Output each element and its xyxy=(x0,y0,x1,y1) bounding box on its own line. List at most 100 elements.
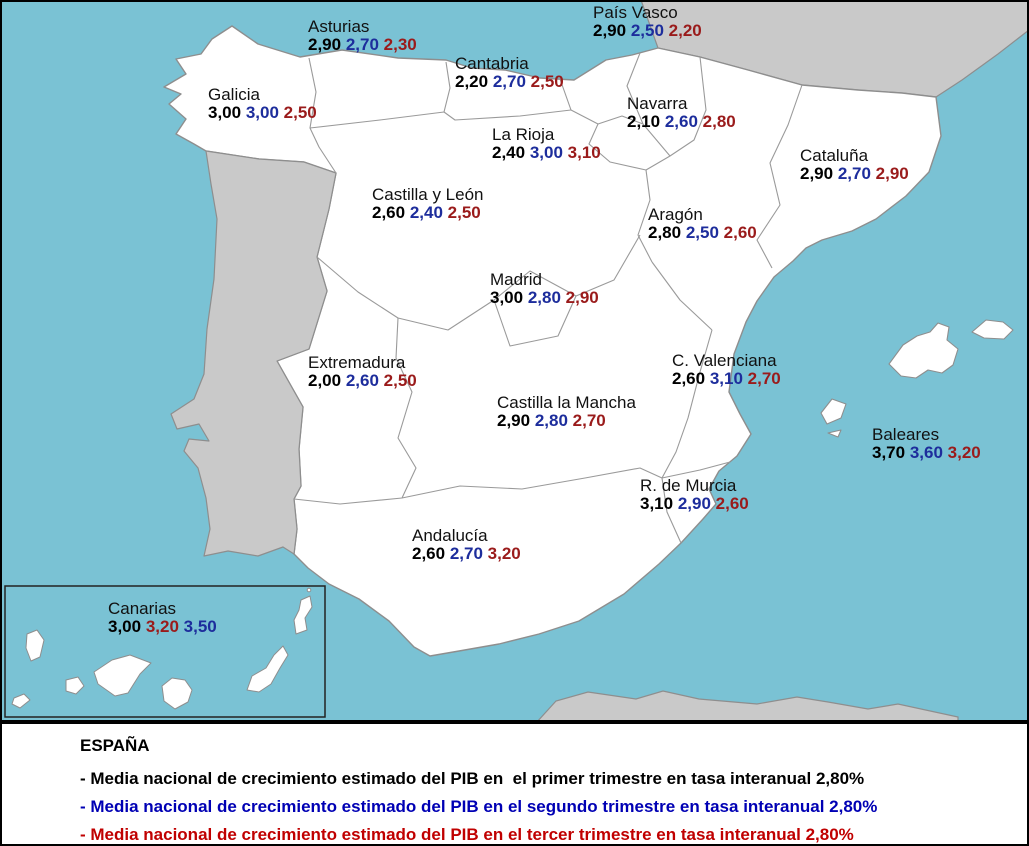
region-values: 2,20 2,70 2,50 xyxy=(455,73,564,91)
region-name: Andalucía xyxy=(412,526,488,545)
region-value-q2: 2,70 xyxy=(449,544,483,563)
region-value-q2: 2,50 xyxy=(685,223,719,242)
region-label-galicia: Galicia 3,00 3,00 2,50 xyxy=(208,86,317,122)
region-value-q2: 2,80 xyxy=(534,411,568,430)
region-label-aragon: Aragón 2,80 2,50 2,60 xyxy=(648,206,757,242)
region-values: 3,00 3,00 2,50 xyxy=(208,104,317,122)
region-value-q2: 3,10 xyxy=(709,369,743,388)
region-label-c-valenciana: C. Valenciana 2,60 3,10 2,70 xyxy=(672,352,781,388)
region-value-q2: 3,60 xyxy=(909,443,943,462)
region-value-q1: 2,60 xyxy=(672,369,706,388)
region-value-q3: 2,60 xyxy=(715,494,749,513)
region-values: 2,00 2,60 2,50 xyxy=(308,372,417,390)
africa-landmass xyxy=(535,690,959,723)
region-name: País Vasco xyxy=(593,3,678,22)
region-value-q1: 2,90 xyxy=(800,164,834,183)
region-value-q3: 2,50 xyxy=(383,371,417,390)
region-value-q3: 2,30 xyxy=(383,35,417,54)
region-name: Extremadura xyxy=(308,353,406,372)
region-label-la-rioja: La Rioja 2,40 3,00 3,10 xyxy=(492,126,601,162)
region-value-q2: 2,70 xyxy=(492,72,526,91)
region-value-q1: 2,90 xyxy=(308,35,342,54)
region-value-q2: 2,80 xyxy=(527,288,561,307)
region-name: La Rioja xyxy=(492,125,555,144)
region-value-q2: 2,60 xyxy=(664,112,698,131)
region-value-q1: 2,00 xyxy=(308,371,342,390)
region-name: Castilla y León xyxy=(372,185,484,204)
region-name: Baleares xyxy=(872,425,940,444)
region-value-q1: 3,10 xyxy=(640,494,674,513)
region-value-q1: 2,10 xyxy=(627,112,661,131)
region-value-q3: 3,20 xyxy=(145,617,179,636)
region-value-q2: 2,50 xyxy=(630,21,664,40)
region-label-baleares: Baleares 3,70 3,60 3,20 xyxy=(872,426,981,462)
region-values: 2,90 2,80 2,70 xyxy=(497,412,636,430)
region-name: Navarra xyxy=(627,94,688,113)
region-value-q3: 2,90 xyxy=(875,164,909,183)
region-label-canarias: Canarias 3,00 3,20 3,50 xyxy=(108,600,217,636)
legend-line-q3: - Media nacional de crecimiento estimado… xyxy=(80,825,854,844)
map-canvas xyxy=(4,0,1029,723)
region-values: 2,40 3,00 3,10 xyxy=(492,144,601,162)
region-value-q3: 2,50 xyxy=(283,103,317,122)
region-borders xyxy=(293,52,803,544)
mallorca-island xyxy=(888,322,959,379)
region-value-q3: 2,20 xyxy=(668,21,702,40)
region-values: 2,60 2,40 2,50 xyxy=(372,204,484,222)
region-label-castilla-y-leon: Castilla y León 2,60 2,40 2,50 xyxy=(372,186,484,222)
portugal-landmass xyxy=(170,150,337,557)
region-value-q1: 2,60 xyxy=(412,544,446,563)
balearic-islands xyxy=(820,319,1014,438)
region-values: 2,90 2,50 2,20 xyxy=(593,22,702,40)
region-value-q3: 2,70 xyxy=(747,369,781,388)
menorca-island xyxy=(971,319,1014,340)
region-value-q1: 3,70 xyxy=(872,443,906,462)
lanzarote-island xyxy=(293,595,313,635)
region-value-q2: 2,40 xyxy=(409,203,443,222)
region-label-pais-vasco: País Vasco 2,90 2,50 2,20 xyxy=(593,4,702,40)
region-value-q3: 3,20 xyxy=(487,544,521,563)
region-name: Canarias xyxy=(108,599,177,618)
region-value-q3: 2,60 xyxy=(723,223,757,242)
legend-heading: ESPAÑA xyxy=(80,736,150,755)
el-hierro-island xyxy=(11,693,31,709)
legend-lines: - Media nacional de crecimiento estimado… xyxy=(80,765,1029,846)
region-value-q1: 3,00 xyxy=(490,288,524,307)
la-palma-island xyxy=(25,629,45,662)
region-name: Asturias xyxy=(308,17,370,36)
region-label-extremadura: Extremadura 2,00 2,60 2,50 xyxy=(308,354,417,390)
tenerife-island xyxy=(93,654,152,697)
region-values: 2,10 2,60 2,80 xyxy=(627,113,736,131)
region-value-q1: 3,00 xyxy=(208,103,242,122)
region-name: C. Valenciana xyxy=(672,351,777,370)
region-value-q1: 2,20 xyxy=(455,72,489,91)
region-value-q1: 2,90 xyxy=(593,21,627,40)
region-value-q1: 2,60 xyxy=(372,203,406,222)
region-value-q2: 2,60 xyxy=(345,371,379,390)
region-value-q1: 2,90 xyxy=(497,411,531,430)
region-value-q3: 2,70 xyxy=(572,411,606,430)
region-value-q3: 3,10 xyxy=(567,143,601,162)
region-value-q1: 2,40 xyxy=(492,143,526,162)
ibiza-island xyxy=(820,398,847,425)
formentera-island xyxy=(827,429,842,438)
region-values: 2,60 3,10 2,70 xyxy=(672,370,781,388)
region-value-q3: 2,80 xyxy=(702,112,736,131)
region-values: 2,90 2,70 2,30 xyxy=(308,36,417,54)
region-name: Aragón xyxy=(648,205,703,224)
region-values: 3,10 2,90 2,60 xyxy=(640,495,749,513)
region-values: 3,00 3,20 3,50 xyxy=(108,618,217,636)
region-label-castilla-la-mancha: Castilla la Mancha 2,90 2,80 2,70 xyxy=(497,394,636,430)
region-values: 3,00 2,80 2,90 xyxy=(490,289,599,307)
region-value-q3: 2,50 xyxy=(447,203,481,222)
region-label-r-de-murcia: R. de Murcia 3,10 2,90 2,60 xyxy=(640,477,749,513)
region-value-q2: 3,50 xyxy=(183,617,217,636)
region-value-q3: 2,90 xyxy=(565,288,599,307)
canary-inset xyxy=(4,585,326,718)
fuerteventura-island xyxy=(246,645,289,693)
region-label-navarra: Navarra 2,10 2,60 2,80 xyxy=(627,95,736,131)
region-name: Castilla la Mancha xyxy=(497,393,636,412)
region-label-asturias: Asturias 2,90 2,70 2,30 xyxy=(308,18,417,54)
legend-panel: ESPAÑA - Media nacional de crecimiento e… xyxy=(0,720,1029,846)
gran-canaria-island xyxy=(161,677,193,710)
